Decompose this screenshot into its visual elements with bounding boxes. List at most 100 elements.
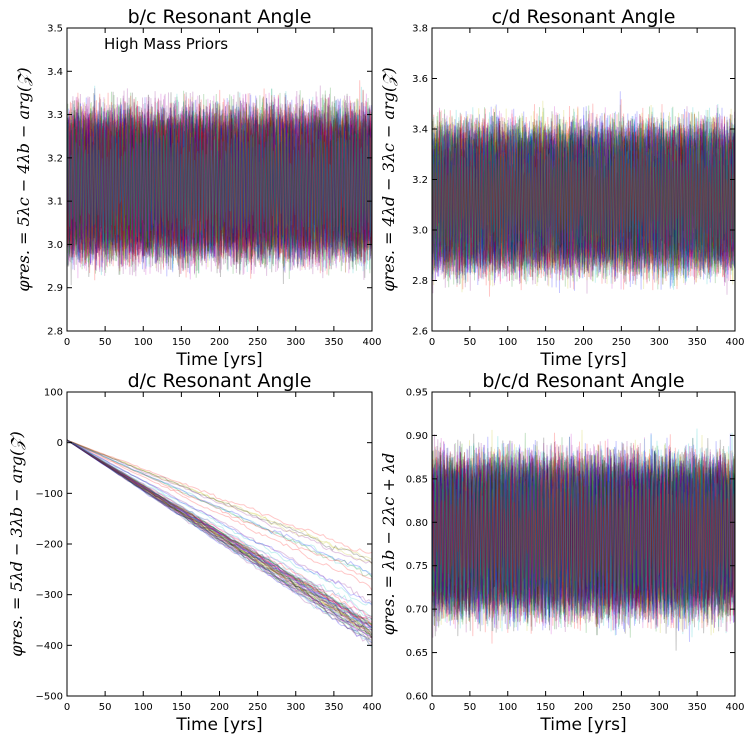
series-line <box>67 439 372 623</box>
series-line <box>432 106 735 294</box>
series-line <box>67 439 372 629</box>
x-tick-label: 200 <box>210 702 229 713</box>
series-line <box>67 92 372 277</box>
series-line <box>67 98 372 269</box>
series-line <box>432 117 735 294</box>
series-line <box>67 439 372 564</box>
series-line <box>432 107 735 287</box>
series-line <box>432 432 735 634</box>
series-line <box>67 439 372 636</box>
x-tick-label: 150 <box>536 337 555 348</box>
series-line <box>432 454 735 614</box>
series-line <box>67 107 372 264</box>
series-line <box>67 97 372 278</box>
series-line <box>67 439 372 621</box>
series-line <box>67 439 372 591</box>
y-tick-label: 3.8 <box>412 24 428 35</box>
series-line <box>432 443 735 638</box>
series-line <box>432 106 735 287</box>
series-line <box>67 93 372 279</box>
chart-panel-2: 0 50 100 150 200 250 300 350 400 2.6 2.8 3.0 3.2 3.4 3… <box>379 6 745 370</box>
x-tick-label: 400 <box>362 702 381 713</box>
series-line <box>67 439 372 626</box>
series-line <box>67 104 372 263</box>
series-line <box>67 439 372 632</box>
series-line <box>67 111 372 256</box>
series-line <box>432 447 735 614</box>
series-line <box>432 443 735 631</box>
series-line <box>432 107 735 290</box>
series-line <box>67 95 372 272</box>
x-tick-label: 100 <box>134 337 153 348</box>
series-line <box>432 113 735 275</box>
series-line <box>432 437 735 651</box>
series-line <box>67 110 372 258</box>
series-line <box>432 120 735 280</box>
series-line <box>432 437 735 631</box>
series-line <box>432 434 735 629</box>
x-tick-label: 0 <box>64 702 70 713</box>
series-line <box>67 439 372 640</box>
series-line <box>432 108 735 288</box>
series-line <box>67 108 372 254</box>
y-tick-label: 0.70 <box>406 605 428 616</box>
y-tick-label: 0.90 <box>406 431 428 442</box>
series-line <box>67 439 372 633</box>
x-tick-label: 150 <box>172 337 191 348</box>
series-line <box>432 433 735 637</box>
x-axis-label: Time [yrs] <box>175 715 262 735</box>
x-axis-label: Time [yrs] <box>539 715 626 735</box>
x-tick-label: 350 <box>688 337 707 348</box>
series-line <box>432 104 735 293</box>
series-line <box>67 107 372 257</box>
series-line <box>432 115 735 281</box>
series-line <box>67 439 372 564</box>
series-line <box>67 439 372 636</box>
series-line <box>67 96 372 265</box>
series-line <box>432 461 735 615</box>
series-line <box>432 452 735 614</box>
series-line <box>67 90 372 274</box>
series-line <box>67 92 372 286</box>
series-line <box>67 439 372 638</box>
y-tick-label: 3.4 <box>412 125 428 136</box>
series-line <box>67 439 372 636</box>
chart-title: b/c Resonant Angle <box>128 6 312 28</box>
series-line <box>67 93 372 279</box>
series-line <box>432 121 735 283</box>
series-line <box>67 439 372 642</box>
series-line <box>67 100 372 267</box>
series-line <box>67 439 372 554</box>
series-line <box>67 439 372 627</box>
series-line <box>67 439 372 640</box>
series-traces <box>67 80 372 286</box>
series-line <box>432 118 735 275</box>
series-line <box>432 105 735 290</box>
series-line <box>432 457 735 613</box>
series-line <box>67 88 372 276</box>
series-line <box>432 115 735 273</box>
series-line <box>67 439 372 575</box>
series-line <box>432 117 735 278</box>
series-line <box>67 104 372 265</box>
series-line <box>67 110 372 263</box>
series-line <box>67 439 372 630</box>
series-line <box>432 91 735 294</box>
series-line <box>67 439 372 565</box>
series-line <box>67 439 372 628</box>
series-line <box>432 436 735 632</box>
series-line <box>67 439 372 578</box>
series-line <box>67 439 372 631</box>
series-line <box>432 463 735 611</box>
series-line <box>432 127 735 275</box>
series-line <box>67 94 372 274</box>
y-tick-label: 3.0 <box>47 240 63 251</box>
series-line <box>432 453 735 622</box>
series-line <box>67 439 372 639</box>
series-line <box>67 114 372 254</box>
chart-title: d/c Resonant Angle <box>128 370 312 392</box>
series-line <box>432 433 735 636</box>
y-tick-label: −300 <box>36 590 63 601</box>
series-line <box>432 100 735 287</box>
series-line <box>67 111 372 253</box>
